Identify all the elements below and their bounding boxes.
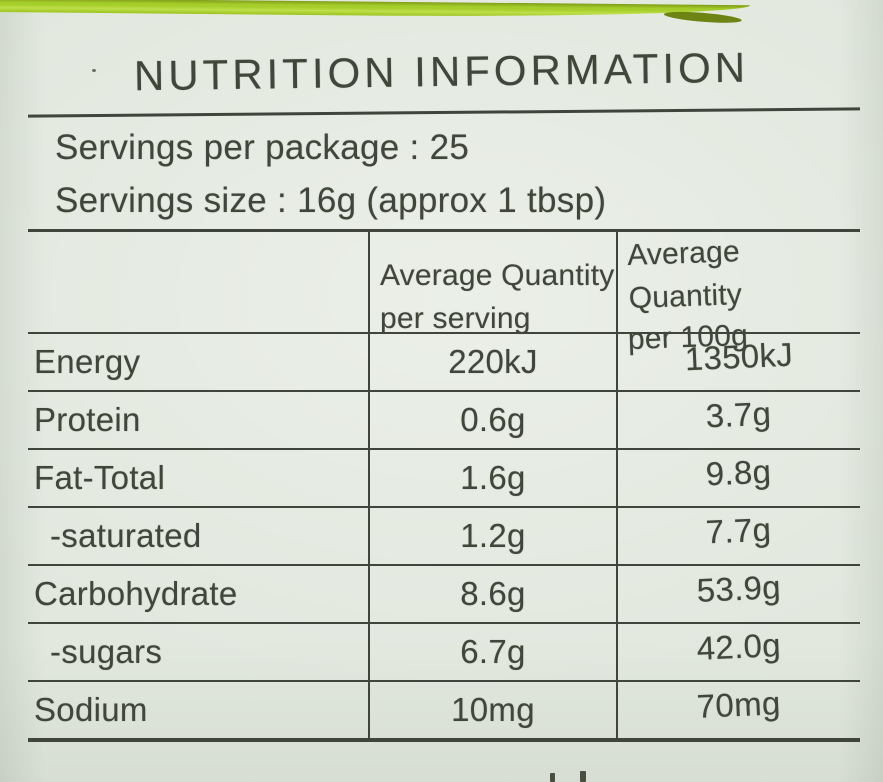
panel-title: NUTRITION INFORMATION [133, 43, 750, 100]
table-header-row: Average Quantity per serving Average Qua… [28, 232, 860, 361]
per-serving-value: 8.6g [368, 566, 616, 622]
nutrient-name: Energy [34, 343, 141, 380]
table-row: Fat-Total 1.6g 9.8g [28, 448, 860, 506]
per-100g-value: 53.9g [616, 566, 860, 622]
cutoff-text-mark [550, 773, 555, 782]
title-rule [28, 107, 860, 118]
cutoff-text-mark [580, 771, 586, 782]
photo-speck [92, 69, 96, 72]
nutrient-name: Protein [34, 401, 141, 438]
per-100g-value: 42.0g [616, 624, 860, 680]
column-header-line: Average Quantity [626, 235, 743, 316]
servings-per-package: Servings per package : 25 [55, 128, 470, 167]
nutrition-table: Average Quantity per serving Average Qua… [28, 229, 860, 742]
nutrition-table-body: Energy 220kJ 1350kJ Protein 0.6g 3.7g Fa… [28, 332, 860, 738]
per-serving-value: 10mg [368, 682, 616, 738]
per-serving-value: 1.2g [368, 508, 616, 564]
column-header-per-100g: Average Quantity per 100g [616, 232, 860, 361]
table-row: Carbohydrate 8.6g 53.9g [28, 564, 860, 622]
table-row: Energy 220kJ 1350kJ [28, 332, 860, 390]
servings-size: Servings size : 16g (approx 1 tbsp) [55, 181, 607, 220]
nutrient-name: Sodium [34, 691, 148, 728]
per-serving-value: 220kJ [368, 334, 616, 390]
per-100g-value: 1350kJ [616, 334, 860, 390]
column-header-line: Average Quantity [380, 258, 615, 292]
table-row: Protein 0.6g 3.7g [28, 390, 860, 448]
per-100g-value: 3.7g [616, 392, 860, 448]
servings-block: Servings per package : 25 Servings size … [55, 121, 606, 227]
per-serving-value: 1.6g [368, 450, 616, 506]
nutrient-name: -saturated [50, 517, 202, 554]
per-serving-value: 6.7g [368, 624, 616, 680]
nutrient-name: Fat-Total [34, 459, 166, 496]
table-row: -sugars 6.7g 42.0g [28, 622, 860, 680]
nutrient-name: -sugars [50, 633, 163, 670]
package-top-band [0, 0, 750, 20]
per-100g-value: 9.8g [616, 450, 860, 506]
column-header-line: per serving [380, 301, 531, 335]
column-header-per-serving: Average Quantity per serving [368, 232, 616, 361]
nutrient-name: Carbohydrate [34, 575, 238, 612]
per-100g-value: 7.7g [616, 508, 860, 564]
table-row: -saturated 1.2g 7.7g [28, 506, 860, 564]
table-row: Sodium 10mg 70mg [28, 680, 860, 738]
per-serving-value: 0.6g [368, 392, 616, 448]
per-100g-value: 70mg [616, 682, 860, 738]
